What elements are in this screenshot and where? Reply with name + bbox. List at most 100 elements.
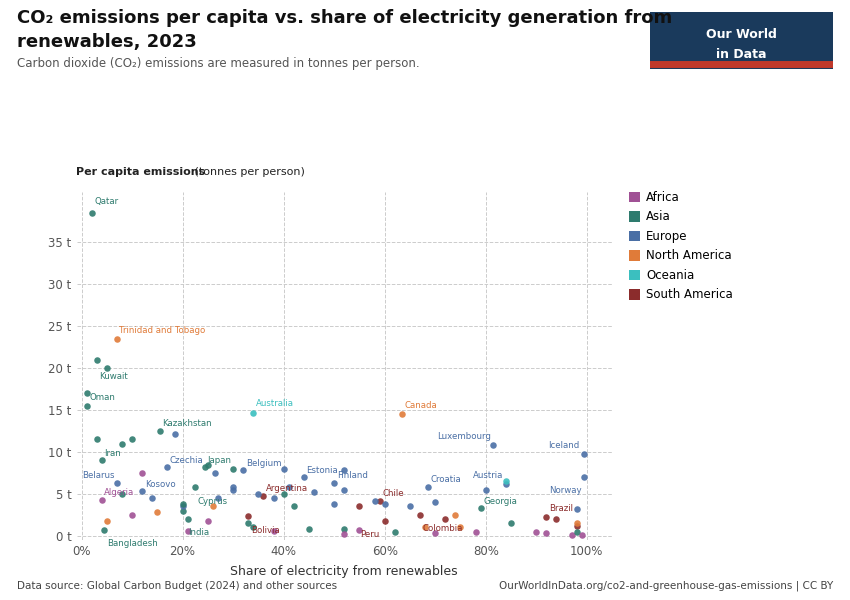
Point bbox=[368, 496, 382, 505]
Point bbox=[486, 440, 500, 450]
Point bbox=[226, 482, 240, 492]
Point bbox=[504, 518, 518, 528]
Text: Colombia: Colombia bbox=[422, 524, 463, 533]
Point bbox=[413, 510, 427, 520]
Point bbox=[201, 516, 215, 526]
Point bbox=[388, 527, 401, 536]
Point bbox=[570, 521, 583, 530]
Text: Belgium: Belgium bbox=[246, 459, 281, 468]
Point bbox=[115, 489, 128, 499]
Text: Qatar: Qatar bbox=[94, 197, 118, 206]
Point bbox=[418, 523, 432, 532]
Point bbox=[90, 355, 104, 365]
Text: Estonia: Estonia bbox=[306, 466, 338, 475]
Point bbox=[145, 493, 159, 503]
Text: Czechia: Czechia bbox=[170, 455, 204, 464]
Point bbox=[176, 502, 190, 511]
Point bbox=[85, 208, 99, 218]
Point bbox=[395, 409, 409, 419]
Point bbox=[241, 511, 255, 520]
Point bbox=[337, 485, 351, 494]
Text: Bangladesh: Bangladesh bbox=[107, 539, 157, 548]
Point bbox=[302, 524, 315, 534]
Point bbox=[241, 518, 255, 528]
Point bbox=[473, 503, 487, 513]
Point bbox=[246, 408, 260, 418]
Point bbox=[499, 479, 513, 488]
Text: Chile: Chile bbox=[382, 489, 404, 498]
Point bbox=[135, 468, 149, 478]
Text: Per capita emissions: Per capita emissions bbox=[76, 167, 206, 177]
Point bbox=[530, 527, 543, 537]
Point bbox=[206, 502, 219, 511]
Text: Argentina: Argentina bbox=[266, 484, 308, 493]
Point bbox=[421, 482, 434, 492]
Point bbox=[327, 478, 341, 488]
Point bbox=[110, 478, 124, 488]
Point bbox=[211, 493, 224, 503]
Point bbox=[540, 512, 553, 521]
Point bbox=[135, 487, 149, 496]
Point bbox=[80, 388, 94, 398]
Point bbox=[282, 482, 296, 492]
Text: India: India bbox=[188, 528, 209, 537]
Point bbox=[277, 489, 291, 499]
Point bbox=[570, 504, 583, 514]
Point bbox=[153, 426, 167, 436]
Text: Algeria: Algeria bbox=[105, 488, 134, 497]
Point bbox=[252, 489, 265, 499]
Point bbox=[115, 439, 128, 448]
Text: Kazakhstan: Kazakhstan bbox=[162, 419, 212, 428]
Text: Iran: Iran bbox=[105, 449, 121, 458]
Point bbox=[454, 522, 468, 532]
Point bbox=[570, 527, 583, 536]
Point bbox=[189, 482, 202, 492]
Point bbox=[577, 449, 591, 459]
Text: Croatia: Croatia bbox=[430, 475, 461, 484]
Text: Our World: Our World bbox=[706, 28, 777, 41]
Legend: Africa, Asia, Europe, North America, Oceania, South America: Africa, Asia, Europe, North America, Oce… bbox=[629, 191, 733, 301]
Point bbox=[199, 462, 212, 472]
Point bbox=[181, 514, 195, 524]
Point bbox=[499, 476, 513, 486]
Point bbox=[226, 464, 240, 473]
Point bbox=[403, 502, 416, 511]
Point bbox=[479, 485, 492, 494]
Point bbox=[80, 401, 94, 410]
Text: renewables, 2023: renewables, 2023 bbox=[17, 33, 196, 51]
Text: Canada: Canada bbox=[405, 401, 438, 410]
Point bbox=[550, 514, 564, 524]
Point bbox=[236, 466, 250, 475]
Point bbox=[428, 497, 442, 507]
Point bbox=[337, 529, 351, 539]
Point bbox=[181, 526, 195, 536]
Point bbox=[297, 472, 310, 482]
Point bbox=[246, 523, 260, 532]
Point bbox=[267, 526, 280, 536]
Point bbox=[337, 524, 351, 534]
Text: Kosovo: Kosovo bbox=[144, 480, 175, 489]
Point bbox=[575, 530, 588, 540]
Point bbox=[449, 510, 462, 520]
Point bbox=[176, 506, 190, 515]
Point bbox=[373, 496, 387, 505]
Text: in Data: in Data bbox=[717, 48, 767, 61]
Text: Belarus: Belarus bbox=[82, 470, 115, 479]
Text: Japan: Japan bbox=[208, 455, 232, 464]
Point bbox=[378, 499, 392, 509]
Point bbox=[353, 502, 366, 511]
Text: Norway: Norway bbox=[549, 487, 581, 496]
Text: Trinidad and Tobago: Trinidad and Tobago bbox=[120, 326, 206, 335]
Point bbox=[95, 495, 109, 505]
Text: (tonnes per person): (tonnes per person) bbox=[191, 167, 305, 177]
Point bbox=[100, 363, 114, 373]
Point bbox=[353, 525, 366, 535]
Text: CO₂ emissions per capita vs. share of electricity generation from: CO₂ emissions per capita vs. share of el… bbox=[17, 9, 672, 27]
X-axis label: Share of electricity from renewables: Share of electricity from renewables bbox=[230, 565, 458, 578]
Point bbox=[257, 491, 270, 500]
Point bbox=[307, 487, 320, 497]
Text: Data source: Global Carbon Budget (2024) and other sources: Data source: Global Carbon Budget (2024)… bbox=[17, 581, 337, 591]
Point bbox=[428, 529, 442, 538]
Text: Brazil: Brazil bbox=[549, 504, 573, 513]
Point bbox=[469, 527, 483, 537]
